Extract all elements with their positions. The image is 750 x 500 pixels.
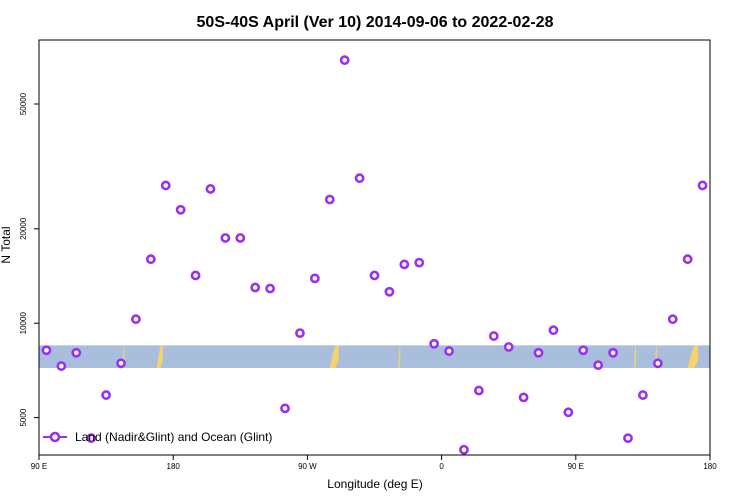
data-point — [205, 184, 216, 194]
data-point — [682, 254, 693, 265]
x-axis: 90 E 180 90 W 0 90 E 180 — [31, 455, 717, 471]
data-point — [608, 347, 618, 358]
x-tick-label: 90 E — [568, 462, 584, 471]
data-point — [265, 283, 276, 294]
data-point — [518, 392, 529, 403]
land-patch — [633, 345, 636, 368]
data-point — [250, 282, 261, 293]
data-point — [667, 314, 678, 325]
data-point — [384, 286, 395, 297]
data-point — [101, 390, 111, 400]
data-point — [578, 345, 589, 356]
data-point — [652, 358, 663, 369]
x-axis-label: Longitude (deg E) — [327, 477, 422, 491]
data-point — [235, 233, 246, 243]
land-patch — [398, 345, 401, 368]
data-point — [563, 407, 574, 418]
data-point — [548, 325, 559, 336]
land-patch — [329, 345, 339, 368]
data-point — [444, 346, 454, 356]
y-tick-label: 10000 — [19, 312, 28, 335]
data-points — [41, 55, 708, 455]
data-point — [697, 180, 708, 191]
data-point — [71, 347, 82, 358]
data-point — [399, 259, 410, 270]
x-tick-label: 90 E — [31, 462, 47, 471]
data-point — [86, 433, 97, 444]
reference-band — [39, 345, 710, 368]
data-point — [220, 233, 231, 243]
x-tick-label: 90 W — [298, 462, 317, 471]
data-point — [309, 273, 320, 284]
x-tick-label: 180 — [167, 462, 181, 471]
plot-background — [39, 345, 710, 368]
data-point — [533, 347, 544, 358]
data-point — [354, 173, 365, 184]
land-patches — [122, 345, 699, 368]
y-tick-label: 50000 — [19, 92, 28, 115]
data-point — [429, 338, 440, 349]
legend-label: Land (Nadir&Glint) and Ocean (Glint) — [75, 430, 272, 444]
data-point — [280, 403, 290, 414]
x-tick-label: 0 — [439, 462, 444, 471]
data-point — [56, 361, 67, 371]
data-point — [638, 390, 648, 400]
data-point — [623, 433, 633, 444]
data-point — [473, 385, 484, 396]
plot-frame — [38, 39, 711, 456]
data-point — [488, 331, 499, 341]
x-tick-label: 180 — [703, 462, 717, 471]
data-point — [145, 254, 156, 265]
data-point — [190, 270, 201, 281]
data-point — [131, 314, 141, 325]
data-point — [459, 444, 469, 455]
y-axis: 5000 10000 20000 50000 — [19, 92, 39, 427]
data-point — [369, 270, 380, 281]
land-patch — [156, 345, 163, 368]
data-point — [339, 55, 350, 66]
data-point — [295, 328, 305, 339]
data-point — [503, 342, 514, 352]
data-point — [160, 180, 171, 191]
data-point — [324, 194, 335, 205]
data-point — [116, 358, 126, 369]
data-point — [41, 345, 52, 356]
legend: Land (Nadir&Glint) and Ocean (Glint) — [43, 430, 272, 444]
y-tick-label: 5000 — [19, 408, 28, 426]
legend-marker-icon — [49, 431, 61, 443]
data-point — [593, 360, 604, 371]
y-tick-label: 20000 — [19, 217, 28, 240]
y-axis-label: N Total — [0, 226, 13, 263]
land-patch — [687, 345, 699, 368]
data-point — [414, 257, 425, 268]
chart-title: 50S-40S April (Ver 10) 2014-09-06 to 202… — [197, 14, 554, 31]
data-point — [175, 204, 186, 215]
